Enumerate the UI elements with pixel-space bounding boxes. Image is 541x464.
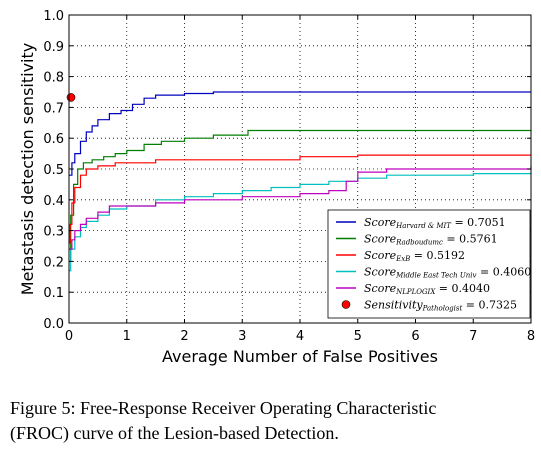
y-tick-label: 0.4 [43, 194, 64, 209]
y-tick-label: 0.2 [43, 255, 64, 270]
legend-label: ScoreMiddle East Tech Univ = 0.4060 [364, 266, 531, 280]
legend-subscript: Harvard & MIT [395, 222, 452, 230]
legend-entry-2: ScoreExB = 0.5192 [336, 249, 465, 263]
x-tick-label: 0 [65, 329, 73, 344]
pathologist-marker [66, 93, 76, 102]
legend-base: Score [364, 216, 397, 229]
legend-box [327, 209, 531, 319]
legend-subscript: Middle East Tech Univ [395, 272, 476, 280]
series-line-2 [69, 154, 531, 244]
legend-base: Score [364, 249, 397, 262]
legend-value: = 0.4060 [477, 266, 532, 279]
series-line-1 [69, 129, 531, 262]
y-tick-label: 0.8 [43, 71, 64, 86]
legend-value: = 0.7325 [462, 299, 517, 312]
y-tick-label: 0.1 [43, 286, 64, 301]
x-tick-label: 3 [238, 329, 246, 344]
series-lines [69, 91, 532, 272]
legend-label: ScoreExB = 0.5192 [364, 249, 465, 263]
legend-value: = 0.7051 [451, 216, 506, 229]
figure-caption: Figure 5: Free-Response Receiver Operati… [10, 396, 535, 446]
x-tick-label: 5 [354, 329, 362, 344]
series-line-4 [69, 165, 532, 250]
y-tick-label: 0.7 [43, 101, 64, 116]
x-axis-label: Average Number of False Positives [162, 347, 438, 366]
legend-entry-5: SensitivityPathologist = 0.7325 [341, 299, 517, 313]
x-tick-label: 2 [180, 329, 188, 344]
x-tick-label: 4 [296, 329, 304, 344]
legend: ScoreHarvard & MIT = 0.7051ScoreRadboudu… [327, 209, 531, 319]
series-line-0 [69, 91, 531, 176]
y-tick-label: 0.9 [43, 40, 64, 55]
legend-label: ScoreRadboudumc = 0.5761 [364, 233, 498, 247]
legend-base: Score [364, 266, 397, 279]
legend-subscript: ExB [395, 255, 410, 263]
x-tick-label: 1 [123, 329, 131, 344]
y-tick-labels: 0.0 0.1 0.2 0.3 0.4 0.5 0.6 0.7 0.8 0.9 1.0 [43, 9, 64, 332]
legend-subscript: Pathologist [422, 305, 463, 313]
caption-line-2: (FROC) curve of the Lesion-based Detecti… [10, 423, 339, 443]
legend-value: = 0.5761 [443, 233, 498, 246]
legend-subscript: NLPLOGIX [395, 288, 436, 296]
legend-entry-1: ScoreRadboudumc = 0.5761 [336, 233, 498, 247]
legend-marker [341, 300, 351, 309]
legend-value: = 0.4040 [435, 282, 490, 295]
y-tick-label: 0.3 [43, 225, 64, 240]
legend-label: ScoreNLPLOGIX = 0.4040 [364, 282, 490, 296]
legend-value: = 0.5192 [410, 249, 465, 262]
x-tick-label: 7 [469, 329, 477, 344]
y-tick-label: 0.6 [43, 132, 64, 147]
y-tick-label: 0.5 [43, 163, 64, 178]
x-tick-label: 8 [527, 329, 535, 344]
froc-chart: 0.0 0.1 0.2 0.3 0.4 0.5 0.6 0.7 0.8 0.9 1.0 0 1 2 3 4 5… [18, 9, 535, 366]
legend-entry-4: ScoreNLPLOGIX = 0.4040 [336, 282, 490, 296]
legend-label: SensitivityPathologist = 0.7325 [364, 299, 517, 313]
legend-base: Sensitivity [364, 299, 423, 312]
caption-line-1: Figure 5: Free-Response Receiver Operati… [10, 398, 437, 418]
legend-base: Score [364, 282, 397, 295]
legend-label: ScoreHarvard & MIT = 0.7051 [364, 216, 506, 230]
x-tick-label: 6 [411, 329, 419, 344]
y-tick-label: 1.0 [43, 9, 64, 24]
legend-entry-0: ScoreHarvard & MIT = 0.7051 [336, 216, 506, 230]
legend-subscript: Radboudumc [395, 239, 443, 247]
series-line-3 [69, 172, 532, 272]
y-axis-label: Metastasis detection sensitivity [18, 43, 37, 295]
y-tick-label: 0.0 [43, 317, 64, 332]
x-tick-labels: 0 1 2 3 4 5 6 7 8 [65, 329, 535, 344]
pathologist-point [66, 93, 76, 102]
legend-base: Score [364, 233, 397, 246]
legend-entry-3: ScoreMiddle East Tech Univ = 0.4060 [336, 266, 531, 280]
